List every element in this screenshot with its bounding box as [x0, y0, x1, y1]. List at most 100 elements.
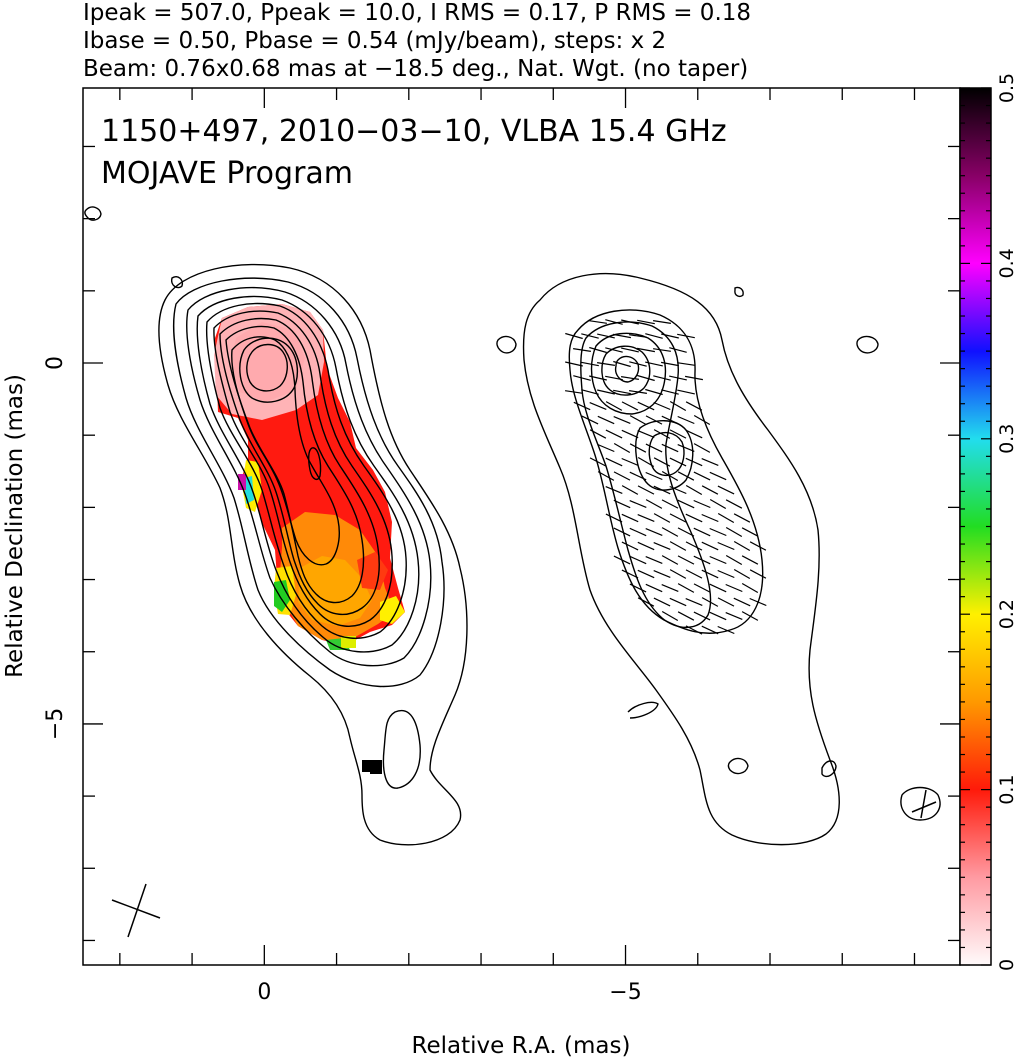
- evpa-tick: [733, 597, 751, 607]
- evpa-tick: [581, 415, 599, 425]
- evpa-tick: [677, 415, 695, 425]
- evpa-tick: [613, 527, 631, 537]
- evpa-tick: [669, 347, 687, 353]
- evpa-tick: [677, 499, 695, 509]
- evpa-tick: [677, 362, 695, 366]
- evpa-tick: [701, 541, 719, 551]
- evpa-tick: [685, 569, 703, 579]
- chart-subtitle: MOJAVE Program: [101, 156, 353, 191]
- evpa-tick: [621, 347, 639, 353]
- evpa-tick: [693, 583, 711, 593]
- evpa-tick: [645, 388, 663, 396]
- evpa-tick: [645, 333, 663, 339]
- evpa-tick: [661, 584, 679, 592]
- evpa-tick: [693, 499, 711, 509]
- evpa-tick: [589, 320, 607, 324]
- evpa-tick: [741, 582, 759, 594]
- evpa-tick: [629, 415, 647, 425]
- colorbar-tick-label: 0.4: [996, 248, 1018, 278]
- evpa-tick: [725, 526, 743, 538]
- evpa-tick: [612, 333, 632, 339]
- evpa-tick: [653, 542, 671, 550]
- evpa-tick: [621, 457, 639, 467]
- evpa-tick: [621, 513, 639, 523]
- evpa-tick: [661, 499, 679, 509]
- evpa-tick: [637, 456, 655, 468]
- evpa-tick: [653, 320, 671, 324]
- plot-frame: [82, 87, 961, 966]
- evpa-tick: [725, 554, 743, 566]
- evpa-tick: [660, 361, 680, 367]
- evpa-tick: [573, 401, 591, 411]
- evpa-tick: [645, 415, 663, 425]
- evpa-tick: [701, 569, 719, 579]
- evpa-tick: [709, 498, 727, 510]
- evpa-tick: [669, 375, 687, 381]
- evpa-tick: [629, 471, 647, 481]
- colorbar: 0 0.1 0.2 0.3 0.4 0.5: [959, 73, 1018, 971]
- evpa-tick: [629, 555, 647, 565]
- evpa-tick: [685, 484, 703, 496]
- evpa-tick: [637, 319, 655, 325]
- evpa-tick: [709, 611, 727, 621]
- evpa-tick: [669, 513, 687, 523]
- evpa-tick: [677, 527, 695, 537]
- colorbar-tick-label: 0.5: [996, 73, 1018, 103]
- evpa-tick: [669, 485, 687, 495]
- evpa-tick: [589, 346, 607, 354]
- evpa-tick: [709, 527, 727, 537]
- evpa-ticks: [565, 319, 767, 635]
- evpa-tick: [581, 361, 599, 367]
- evpa-tick: [701, 458, 719, 466]
- colorbar-tick-labels: 0 0.1 0.2 0.3 0.4 0.5: [996, 73, 1018, 971]
- evpa-tick: [589, 375, 607, 381]
- y-tick-label: 0: [43, 356, 68, 370]
- evpa-tick: [605, 429, 623, 439]
- evpa-tick: [725, 583, 743, 593]
- evpa-tick: [709, 471, 727, 481]
- header-line-2: Ibase = 0.50, Pbase = 0.54 (mJy/beam), s…: [83, 28, 666, 54]
- evpa-tick: [581, 389, 599, 395]
- evpa-tick: [733, 513, 751, 523]
- evpa-tick: [645, 471, 663, 481]
- evpa-tick: [621, 319, 639, 325]
- evpa-tick: [637, 430, 655, 438]
- plot-area: [84, 206, 941, 938]
- evpa-tick: [684, 375, 704, 381]
- evpa-tick: [573, 348, 591, 352]
- evpa-tick: [637, 597, 655, 607]
- evpa-tick: [629, 390, 647, 394]
- evpa-tick: [653, 485, 671, 495]
- x-tick-label: −5: [609, 980, 641, 1005]
- evpa-tick: [685, 429, 703, 439]
- axis-tick-labels: 0 −5 0 −5: [43, 356, 642, 1005]
- evpa-tick: [613, 360, 631, 368]
- evpa-tick: [653, 401, 671, 411]
- evpa-tick: [621, 401, 639, 411]
- evpa-tick: [661, 415, 679, 425]
- evpa-tick: [709, 583, 727, 593]
- evpa-tick: [621, 569, 639, 579]
- evpa-tick: [613, 499, 631, 509]
- evpa-tick: [661, 555, 679, 565]
- evpa-tick: [605, 319, 623, 325]
- evpa-tick: [677, 389, 695, 395]
- evpa-tick: [717, 569, 735, 579]
- evpa-tick: [613, 416, 631, 424]
- evpa-tick: [637, 569, 655, 579]
- evpa-tick: [653, 570, 671, 578]
- evpa-tick: [589, 402, 607, 410]
- evpa-tick: [629, 527, 647, 537]
- evpa-tick: [605, 347, 623, 353]
- evpa-tick: [749, 569, 767, 579]
- evpa-tick: [693, 471, 711, 481]
- colorbar-tick-label: 0.1: [996, 774, 1018, 804]
- evpa-tick: [685, 401, 703, 411]
- chart-title: 1150+497, 2010−03−10, VLBA 15.4 GHz: [101, 114, 727, 149]
- evpa-tick: [685, 513, 703, 523]
- evpa-tick: [669, 400, 687, 412]
- evpa-tick: [685, 457, 703, 467]
- header-line-3: Beam: 0.76x0.68 mas at −18.5 deg., Nat. …: [83, 56, 748, 82]
- evpa-tick: [605, 375, 623, 381]
